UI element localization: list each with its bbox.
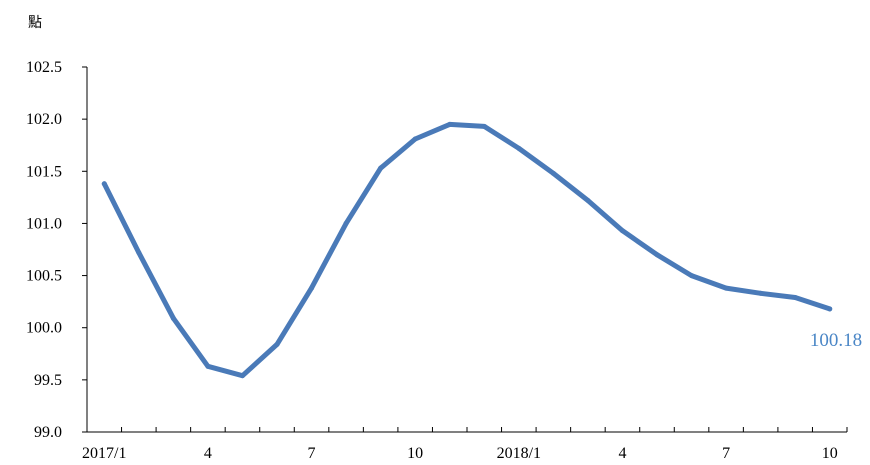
data-point xyxy=(689,273,695,279)
x-tick-label: 10 xyxy=(822,445,838,462)
series-line xyxy=(101,121,833,379)
data-point xyxy=(274,341,280,347)
data-point xyxy=(447,121,453,127)
data-point xyxy=(792,294,798,300)
data-point xyxy=(343,220,349,226)
data-point xyxy=(170,315,176,321)
x-tick-label: 4 xyxy=(204,445,212,462)
data-point xyxy=(758,290,764,296)
x-tick-label: 2017/1 xyxy=(82,445,126,462)
data-point xyxy=(412,136,418,142)
y-tick-label: 99.0 xyxy=(34,424,62,441)
data-point xyxy=(585,197,591,203)
y-tick-label: 102.0 xyxy=(26,111,62,128)
data-point xyxy=(619,228,625,234)
x-tick-label: 4 xyxy=(618,445,626,462)
y-tick-label: 100.5 xyxy=(26,268,62,285)
data-point xyxy=(378,165,384,171)
x-tick-label: 7 xyxy=(308,445,316,462)
x-tick-label: 7 xyxy=(722,445,730,462)
data-point xyxy=(654,252,660,258)
data-point xyxy=(550,170,556,176)
data-point xyxy=(239,373,245,379)
data-point xyxy=(205,363,211,369)
y-axis: 99.0 99.5 100.0 100.5 101.0 101.5 102.0 102.5 xyxy=(26,59,88,441)
x-tick-label: 2018/1 xyxy=(497,445,541,462)
data-point xyxy=(516,145,522,151)
data-point xyxy=(481,123,487,129)
y-tick-label: 99.5 xyxy=(34,372,62,389)
data-point xyxy=(827,306,833,312)
y-tick-label: 101.0 xyxy=(26,215,62,232)
x-axis: 2017/1 4 7 10 2018/1 4 7 10 xyxy=(82,427,848,462)
data-point xyxy=(101,181,107,187)
x-tick-label: 10 xyxy=(407,445,423,462)
data-point xyxy=(136,250,142,256)
data-point xyxy=(309,285,315,291)
series-group xyxy=(101,121,833,379)
y-axis-unit-label: 點 xyxy=(28,15,42,31)
end-value-label: 100.18 xyxy=(810,330,862,351)
y-tick-label: 102.5 xyxy=(26,59,62,76)
data-point xyxy=(723,285,729,291)
y-tick-label: 101.5 xyxy=(26,163,62,180)
y-tick-label: 100.0 xyxy=(26,320,62,337)
